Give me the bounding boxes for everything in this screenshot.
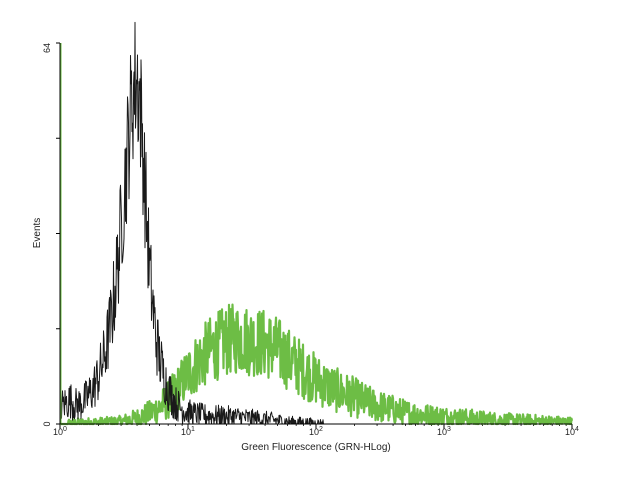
x-tick-label: 102 [309,426,323,437]
x-tick-label: 104 [565,426,579,437]
series-layer [59,21,574,426]
x-tick-label-exponent: 0 [63,426,67,433]
x-axis-title: Green Fluorescence (GRN-HLog) [241,442,391,453]
x-tick-label-base: 10 [181,427,191,437]
x-tick-label-exponent: 4 [575,426,579,433]
series-line-green [59,303,574,426]
label-layer: Events Green Fluorescence (GRN-HLog) 64 … [32,43,391,453]
axis-layer [59,43,572,425]
x-tick-label-exponent: 2 [319,426,323,433]
x-tick-label: 100 [53,426,67,437]
y-axis-title: Events [32,218,43,249]
x-tick-label-exponent: 3 [447,426,451,433]
x-tick-label-exponent: 1 [191,426,195,433]
x-tick-label: 103 [437,426,451,437]
x-tick-label: 101 [181,426,195,437]
x-tick-label-base: 10 [309,427,319,437]
x-tick-label-base: 10 [565,427,575,437]
y-tick-label-max: 64 [42,43,52,53]
y-tick-label-min: 0 [42,421,52,426]
x-tick-label-base: 10 [437,427,447,437]
x-tick-label-base: 10 [53,427,63,437]
